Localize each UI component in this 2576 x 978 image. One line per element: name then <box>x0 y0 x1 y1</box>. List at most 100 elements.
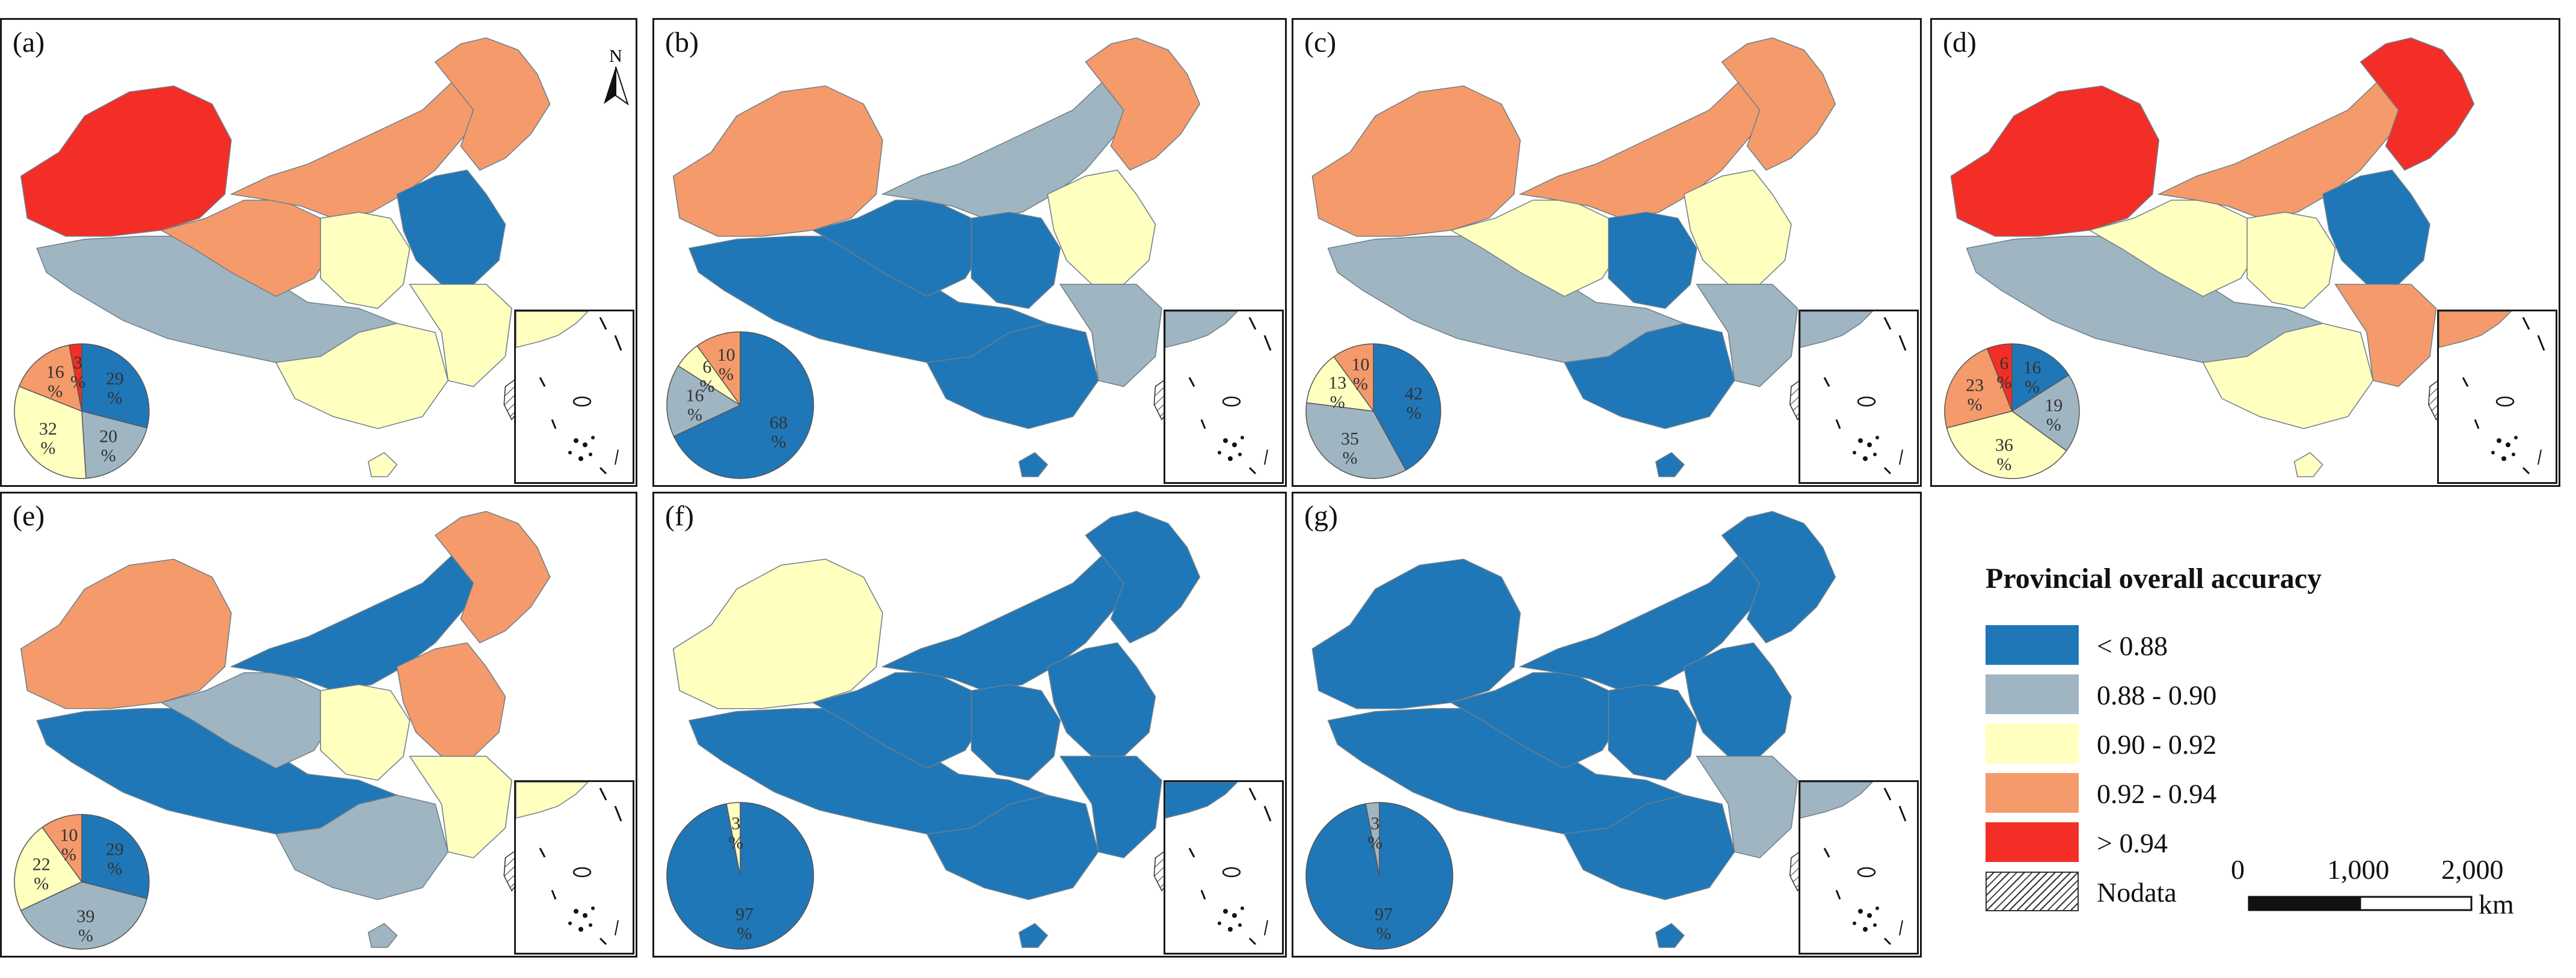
south-china-sea-inset <box>1164 780 1284 955</box>
region-northeast <box>2360 37 2475 171</box>
pie-slice-value: 97 <box>1375 904 1393 924</box>
pie-slice-r092_094 <box>696 331 741 407</box>
north-label: N <box>609 46 622 66</box>
china-province-map <box>1950 37 2475 477</box>
pie-slice-lt088 <box>81 343 150 429</box>
pie-slice-value: 19 <box>2044 396 2062 415</box>
pie-slice-r088_090 <box>1365 802 1380 876</box>
region-southeast <box>1696 284 1799 387</box>
region-hainan <box>1655 923 1685 948</box>
region-southeast <box>1696 756 1799 858</box>
scale-bar-graphic <box>2248 896 2473 911</box>
pie-slice-value: 16 <box>46 362 64 382</box>
pie-slice-unit: % <box>1996 373 2011 393</box>
pie-slice-unit: % <box>737 923 752 943</box>
region-northeast <box>434 511 551 644</box>
region-central <box>1608 212 1697 309</box>
pie-slice-lt088 <box>81 814 150 899</box>
map-panel-f: (f) 97% 3% <box>652 492 1287 958</box>
region-north-china <box>1047 170 1156 285</box>
china-province-map <box>1311 511 1836 948</box>
pie-slice-unit: % <box>1353 374 1368 394</box>
pie-slice-value: 68 <box>770 413 788 433</box>
pie-slice-value: 3 <box>731 814 740 834</box>
map-panel-g: (g) 97% 3% <box>1292 492 1922 958</box>
legend-swatch <box>1986 822 2079 862</box>
region-central <box>320 684 411 781</box>
region-southeast <box>1059 284 1162 387</box>
region-hainan <box>1018 923 1049 948</box>
scale-tick-1000: 1,000 <box>2327 854 2390 885</box>
pie-slice-value: 3 <box>73 353 82 373</box>
pie-slice-r088_090 <box>20 881 148 950</box>
region-northeast <box>1085 37 1201 171</box>
pie-slice-value: 97 <box>735 904 753 924</box>
pie-slice-unit: % <box>1376 923 1391 943</box>
legend-item-r088_090: 0.88 - 0.90 <box>1986 674 2346 717</box>
region-west <box>1950 85 2160 237</box>
pie-slice-value: 16 <box>2023 358 2041 377</box>
pie-slice-r090_092 <box>14 385 87 479</box>
pie-slice-gt094 <box>1986 343 2013 412</box>
pie-slice-r090_092 <box>726 802 741 876</box>
accuracy-pie-chart: 97%3% <box>1305 802 1453 950</box>
china-province-map <box>20 37 551 477</box>
pie-slice-unit: % <box>1967 394 1983 414</box>
legend: Provincial overall accuracy < 0.88 0.88 -… <box>1978 544 2399 935</box>
accuracy-pie-chart: 97%3% <box>666 802 814 950</box>
pie-slice-unit: % <box>771 432 786 452</box>
region-north-china <box>2322 170 2430 285</box>
pie-slice-unit: % <box>728 833 743 853</box>
china-province-map <box>672 511 1201 948</box>
pie-slice-unit: % <box>40 438 55 458</box>
legend-item-nodata: Nodata <box>1986 872 2346 914</box>
south-china-sea-inset <box>514 310 634 484</box>
panel-label: (g) <box>1304 500 1338 532</box>
region-west <box>20 558 232 709</box>
scale-bar: 0 1,000 2,000 km <box>2231 854 2562 926</box>
region-northeast <box>1085 511 1201 644</box>
accuracy-pie-chart: 68%16%6%10% <box>666 331 814 479</box>
region-west <box>672 85 883 237</box>
legend-item-gt094: > 0.94 <box>1986 822 2346 864</box>
map-panel-a: (a) N 29% 20% 32% 16% 3% <box>0 18 637 487</box>
pie-slice-unit: % <box>1406 403 1421 423</box>
pie-slice-value: 39 <box>77 906 95 926</box>
region-southeast <box>1059 756 1162 858</box>
pie-slice-lt088 <box>2011 343 2070 412</box>
region-west <box>1311 85 1521 237</box>
legend-swatch <box>1986 872 2079 911</box>
pie-slice-value: 6 <box>1999 353 2008 373</box>
region-west <box>672 558 883 709</box>
pie-slice-value: 23 <box>1966 375 1984 395</box>
pie-slice-value: 29 <box>106 368 124 388</box>
region-southeast <box>408 284 512 387</box>
pie-slice-value: 42 <box>1405 384 1423 404</box>
region-west <box>1311 558 1521 709</box>
panel-label: (f) <box>665 500 694 532</box>
region-west <box>20 85 232 237</box>
pie-slice-r092_094 <box>1944 347 2013 429</box>
south-china-sea-inset <box>2437 310 2557 484</box>
legend-item-r090_092: 0.90 - 0.92 <box>1986 724 2346 766</box>
pie-slice-value: 10 <box>60 825 78 845</box>
panel-label: (e) <box>13 500 45 532</box>
region-southeast <box>2334 284 2437 387</box>
north-arrow-icon: N <box>604 46 629 106</box>
china-province-map <box>672 37 1201 477</box>
region-northeast <box>1721 511 1836 644</box>
pie-slice-unit: % <box>687 405 702 424</box>
accuracy-pie-chart: 29%39%22%10% <box>14 814 150 950</box>
pie-slice-unit: % <box>61 845 76 864</box>
pie-slice-unit: % <box>2046 415 2061 435</box>
map-panel-d: (d) 16% 19% 36% 23% 6% <box>1930 18 2560 487</box>
south-china-sea-inset <box>1799 310 1919 484</box>
legend-item-r092_094: 0.92 - 0.94 <box>1986 773 2346 815</box>
pie-slice-unit: % <box>107 388 122 408</box>
pie-slice-unit: % <box>1367 833 1382 853</box>
pie-slice-unit: % <box>107 858 122 878</box>
map-panel-e: (e) 29% 39% 22% 10% <box>0 492 637 958</box>
pie-slice-r088_090 <box>2011 374 2080 451</box>
accuracy-pie-chart: 29%20%32%16%3% <box>14 343 150 479</box>
pie-slice-unit: % <box>1342 448 1357 468</box>
